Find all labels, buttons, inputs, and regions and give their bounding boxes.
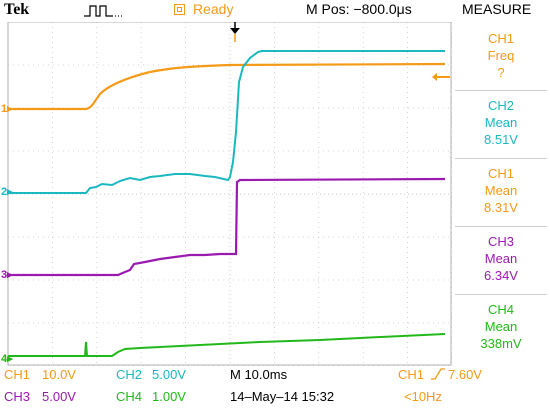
measure-side-panel: CH1 Freq ? CH2 Mean 8.51V CH1 Mean 8.31V… [452,22,550,412]
ch4-scale-label: CH4 [116,389,143,404]
measurement-channel: CH3 [487,234,514,249]
date-time: 14–May–14 15:32 [230,389,335,404]
bottom-status-bar: CH1 10.0V CH2 5.00V M 10.0ms CH1 7.60V C… [0,366,482,412]
trigger-level-value[interactable]: 7.60V [448,367,482,382]
measurement-channel: CH2 [487,98,514,113]
measurement-value: ? [497,65,505,80]
ch3-ground-marker: 3▸ [1,269,13,281]
top-status-bar: Tek Ready M Pos: −800.0μs MEASURE [0,0,550,22]
ch2-marker-label: 2 [1,186,8,198]
measurement-slot-2[interactable]: CH2 Mean 8.51V [455,90,547,158]
ch2-ground-marker: 2▸ [1,186,13,198]
ch4-marker-label: 4 [1,353,8,365]
ch3-trace [8,177,446,277]
ch2-trace [8,50,445,194]
measurement-value: 8.31V [484,200,518,215]
ch1-trace [8,62,446,111]
ch4-scale-value[interactable]: 1.00V [152,389,186,404]
graticule-svg [7,22,452,366]
measurement-type: Mean [484,251,518,266]
ch4-ground-marker: 4▸ [1,353,13,365]
trigger-position-icon [230,22,240,42]
ch4-trace [8,333,446,357]
ch3-marker-label: 3 [1,269,8,281]
rising-edge-icon [430,367,446,384]
measure-menu-title[interactable]: MEASURE [462,1,532,17]
measurement-slot-5[interactable]: CH4 Mean 338mV [455,294,547,362]
ch1-marker-label: 1 [1,103,8,115]
ch1-scale-label: CH1 [4,367,31,382]
horizontal-position: M Pos: −800.0μs [306,1,412,17]
ch3-scale-value[interactable]: 5.00V [42,389,76,404]
ch2-scale-label: CH2 [116,367,143,382]
acquisition-status: Ready [193,1,234,17]
measurement-type: Freq [487,48,515,63]
measurement-value: 6.34V [484,268,518,283]
trigger-level-icon [432,73,450,81]
measurement-value: 338mV [480,336,522,351]
measurement-type: Mean [484,183,518,198]
waveform-graticule: 1▸ 2▸ 3▸ 4▸ [0,22,452,366]
acquisition-icon [84,3,124,19]
trigger-channel: CH1 [398,367,425,382]
measurement-slot-3[interactable]: CH1 Mean 8.31V [455,158,547,226]
measurement-value: 8.51V [484,132,518,147]
ch2-scale-value[interactable]: 5.00V [152,367,186,382]
trigger-frequency: <10Hz [404,389,442,404]
trigger-status-icon [174,4,185,15]
ch3-scale-label: CH3 [4,389,31,404]
timebase-value[interactable]: M 10.0ms [230,367,288,382]
ch1-ground-marker: 1▸ [1,103,13,115]
measurement-type: Mean [484,115,518,130]
brand-logo: Tek [4,1,30,18]
ch1-scale-value[interactable]: 10.0V [42,367,76,382]
measurement-channel: CH1 [487,166,514,181]
measurement-channel: CH4 [487,302,514,317]
measurement-slot-4[interactable]: CH3 Mean 6.34V [455,226,547,294]
measurement-channel: CH1 [487,31,514,46]
measurement-slot-1[interactable]: CH1 Freq ? [455,24,547,88]
measurement-type: Mean [484,319,518,334]
